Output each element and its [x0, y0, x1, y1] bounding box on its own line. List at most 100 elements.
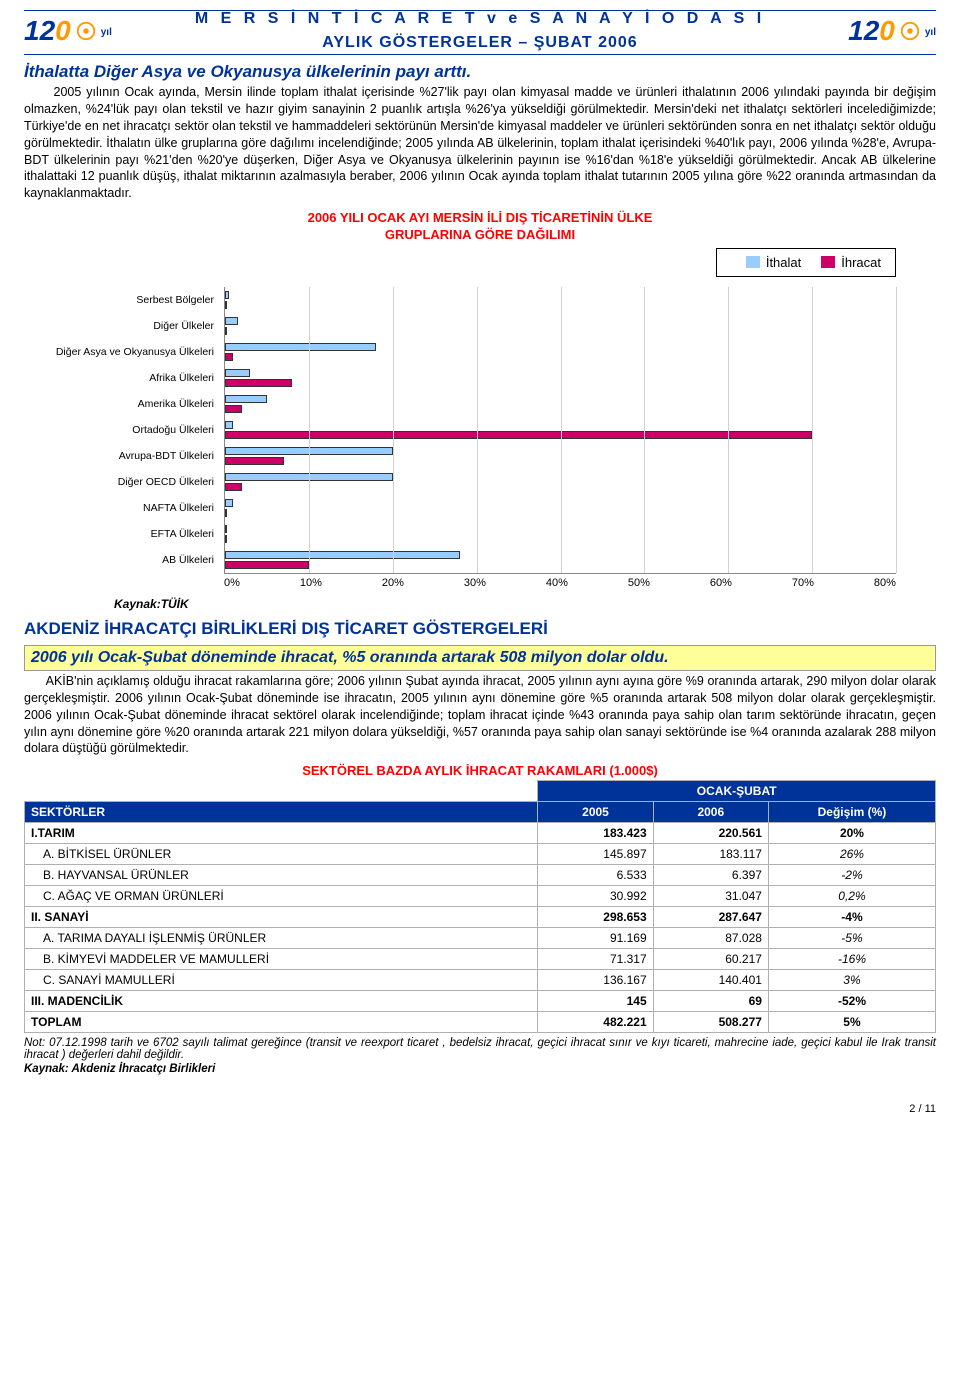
- col-sektorler: SEKTÖRLER: [25, 802, 538, 823]
- cell-2006: 183.117: [653, 844, 768, 865]
- table-source: Kaynak: Akdeniz İhracatçı Birlikleri: [24, 1063, 936, 1075]
- logo-right: 120 yıl: [848, 17, 936, 45]
- gear-icon: [75, 20, 97, 42]
- table-row: A. TARIMA DAYALI İŞLENMİŞ ÜRÜNLER91.1698…: [25, 928, 936, 949]
- bar-ihracat: [225, 327, 227, 335]
- cell-2005: 91.169: [538, 928, 653, 949]
- bar-ithalat: [225, 291, 229, 299]
- chart-xtick: 0%: [224, 577, 240, 589]
- chart-category-label: Diğer OECD Ülkeleri: [24, 469, 219, 495]
- sector-export-table: OCAK-ŞUBAT SEKTÖRLER 2005 2006 Değişim (…: [24, 780, 936, 1033]
- bar-ihracat: [225, 301, 227, 309]
- cell-change: 5%: [768, 1012, 935, 1033]
- table-row: B. KİMYEVİ MADDELER VE MAMULLERİ71.31760…: [25, 949, 936, 970]
- table-row: I.TARIM183.423220.56120%: [25, 823, 936, 844]
- chart-xtick: 70%: [792, 577, 814, 589]
- bar-ithalat: [225, 369, 250, 377]
- chart-legend: İthalat İhracat: [716, 248, 896, 277]
- cell-change: -2%: [768, 865, 935, 886]
- bar-ihracat: [225, 509, 227, 517]
- cell-2005: 145.897: [538, 844, 653, 865]
- chart-xtick: 80%: [874, 577, 896, 589]
- cell-2005: 298.653: [538, 907, 653, 928]
- section1-paragraph: 2005 yılının Ocak ayında, Mersin ilinde …: [24, 84, 936, 202]
- table-group-header: OCAK-ŞUBAT: [538, 781, 936, 802]
- cell-2006: 31.047: [653, 886, 768, 907]
- chart-category-label: Amerika Ülkeleri: [24, 391, 219, 417]
- chart-category-label: Afrika Ülkeleri: [24, 365, 219, 391]
- chart-category-label: AB Ülkeleri: [24, 547, 219, 573]
- cell-2005: 6.533: [538, 865, 653, 886]
- cell-2006: 6.397: [653, 865, 768, 886]
- cell-2006: 140.401: [653, 970, 768, 991]
- section1-heading: İthalatta Diğer Asya ve Okyanusya ülkele…: [24, 62, 936, 82]
- bar-ithalat: [225, 525, 227, 533]
- col-degisim: Değişim (%): [768, 802, 935, 823]
- logo-left: 120 yıl: [24, 17, 112, 45]
- bar-ithalat: [225, 499, 233, 507]
- cell-2005: 30.992: [538, 886, 653, 907]
- bar-ihracat: [225, 431, 812, 439]
- legend-ihracat-label: İhracat: [841, 255, 881, 270]
- table-row: A. BİTKİSEL ÜRÜNLER145.897183.11726%: [25, 844, 936, 865]
- gear-icon: [899, 20, 921, 42]
- chart-category-label: Diğer Asya ve Okyanusya Ülkeleri: [24, 339, 219, 365]
- section2-paragraph: AKİB'nin açıklamış olduğu ihracat rakaml…: [24, 673, 936, 757]
- org-title: M E R S İ N T İ C A R E T v e S A N A Y …: [120, 10, 840, 28]
- table-row: TOPLAM482.221508.2775%: [25, 1012, 936, 1033]
- chart-xtick: 50%: [628, 577, 650, 589]
- cell-2005: 136.167: [538, 970, 653, 991]
- page-number: 2 / 11: [24, 1103, 936, 1115]
- doc-subtitle: AYLIK GÖSTERGELER – ŞUBAT 2006: [120, 34, 840, 52]
- chart-xtick: 10%: [300, 577, 322, 589]
- table-row: III. MADENCİLİK14569-52%: [25, 991, 936, 1012]
- bar-ihracat: [225, 535, 227, 543]
- chart-xtick: 60%: [710, 577, 732, 589]
- cell-label: II. SANAYİ: [25, 907, 538, 928]
- cell-change: 20%: [768, 823, 935, 844]
- bar-ithalat: [225, 395, 267, 403]
- cell-change: 26%: [768, 844, 935, 865]
- chart-xtick: 40%: [546, 577, 568, 589]
- table-row: II. SANAYİ298.653287.647-4%: [25, 907, 936, 928]
- cell-2006: 287.647: [653, 907, 768, 928]
- bar-ihracat: [225, 405, 242, 413]
- chart-xtick: 30%: [464, 577, 486, 589]
- cell-2006: 87.028: [653, 928, 768, 949]
- chart-source: Kaynak:TÜİK: [114, 597, 936, 611]
- bar-ihracat: [225, 353, 233, 361]
- table-row: B. HAYVANSAL ÜRÜNLER6.5336.397-2%: [25, 865, 936, 886]
- table-title: SEKTÖREL BAZDA AYLIK İHRACAT RAKAMLARI (…: [24, 763, 936, 778]
- cell-label: C. AĞAÇ VE ORMAN ÜRÜNLERİ: [25, 886, 538, 907]
- cell-2005: 71.317: [538, 949, 653, 970]
- cell-2005: 145: [538, 991, 653, 1012]
- table-row: C. SANAYİ MAMULLERİ136.167140.4013%: [25, 970, 936, 991]
- section2-yellow-heading: 2006 yılı Ocak-Şubat döneminde ihracat, …: [24, 645, 936, 671]
- cell-label: I.TARIM: [25, 823, 538, 844]
- cell-change: -4%: [768, 907, 935, 928]
- bar-ihracat: [225, 379, 292, 387]
- cell-change: -5%: [768, 928, 935, 949]
- cell-label: A. BİTKİSEL ÜRÜNLER: [25, 844, 538, 865]
- chart-category-label: EFTA Ülkeleri: [24, 521, 219, 547]
- table-footnote: Not: 07.12.1998 tarih ve 6702 sayılı tal…: [24, 1037, 936, 1061]
- table-row: C. AĞAÇ VE ORMAN ÜRÜNLERİ30.99231.0470,2…: [25, 886, 936, 907]
- section2-big-heading: AKDENİZ İHRACATÇI BİRLİKLERİ DIŞ TİCARET…: [24, 619, 936, 639]
- col-2006: 2006: [653, 802, 768, 823]
- cell-2006: 69: [653, 991, 768, 1012]
- bar-ithalat: [225, 343, 376, 351]
- legend-ithalat-label: İthalat: [766, 255, 801, 270]
- col-2005: 2005: [538, 802, 653, 823]
- bar-ithalat: [225, 421, 233, 429]
- bar-ihracat: [225, 457, 284, 465]
- cell-label: B. HAYVANSAL ÜRÜNLER: [25, 865, 538, 886]
- cell-label: A. TARIMA DAYALI İŞLENMİŞ ÜRÜNLER: [25, 928, 538, 949]
- cell-change: 3%: [768, 970, 935, 991]
- distribution-chart: 2006 YILI OCAK AYI MERSİN İLİ DIŞ TİCARE…: [24, 210, 936, 611]
- cell-label: C. SANAYİ MAMULLERİ: [25, 970, 538, 991]
- bar-ithalat: [225, 551, 460, 559]
- page-header: 120 yıl M E R S İ N T İ C A R E T v e S …: [24, 10, 936, 55]
- cell-2006: 508.277: [653, 1012, 768, 1033]
- chart-xtick: 20%: [382, 577, 404, 589]
- chart-category-label: Serbest Bölgeler: [24, 287, 219, 313]
